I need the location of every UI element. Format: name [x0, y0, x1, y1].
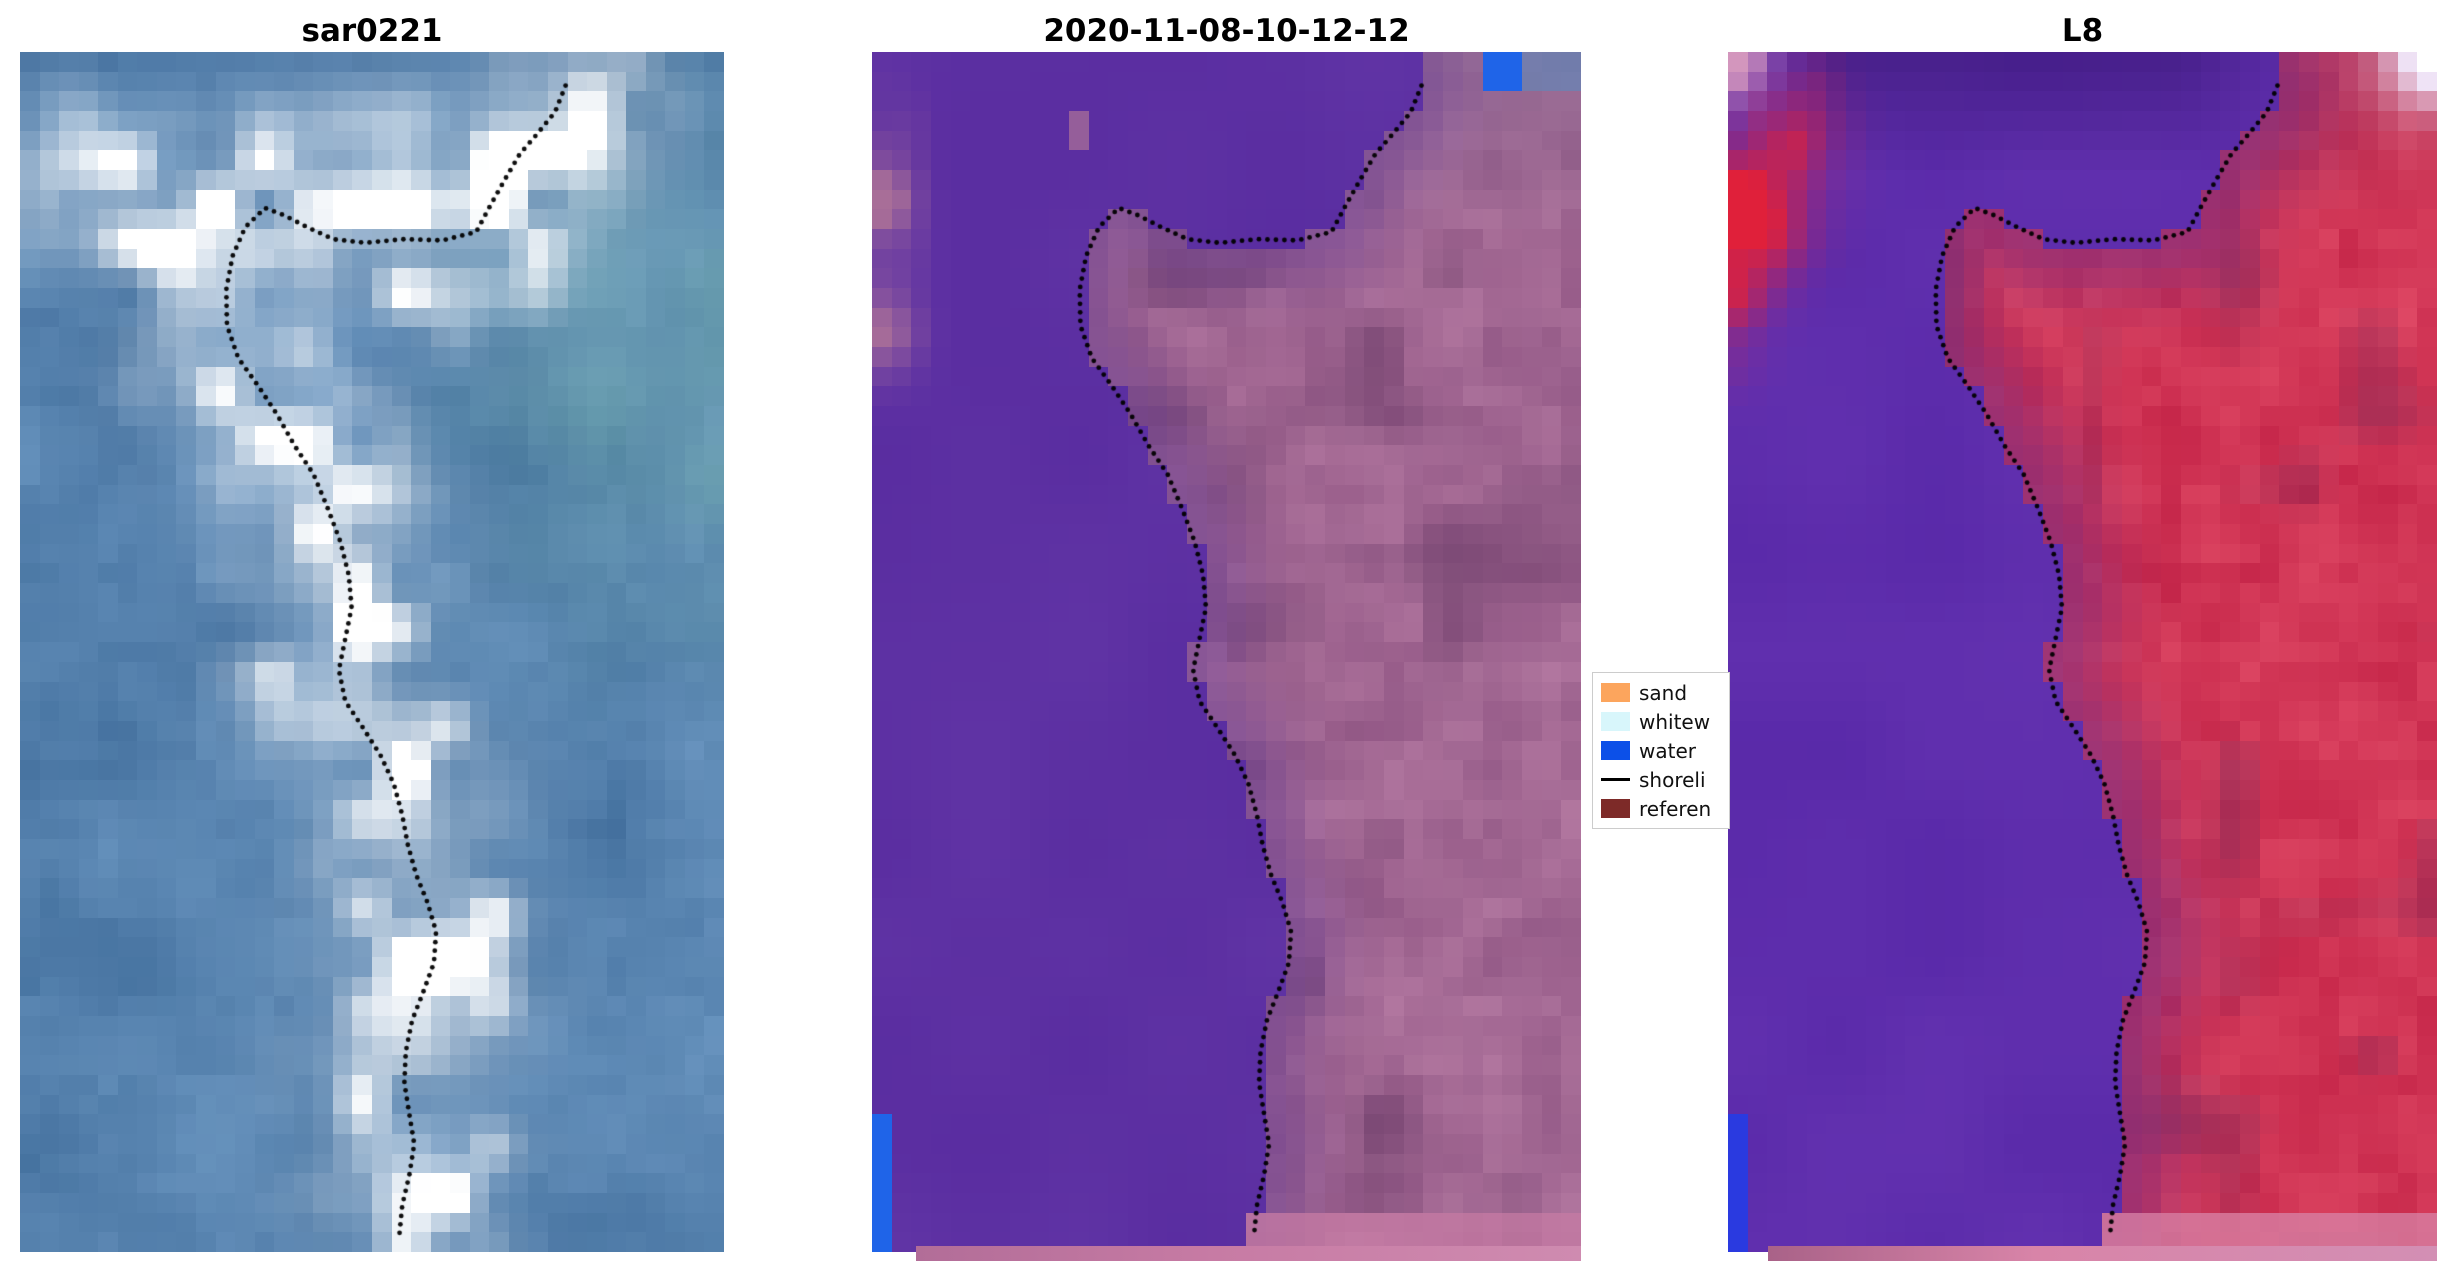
- legend-label-sand: sand: [1639, 680, 1688, 705]
- legend: sand whitew water shoreli referen: [1592, 672, 1730, 829]
- l8-bottom-strip: [1768, 1246, 2437, 1261]
- legend-label-water: water: [1639, 738, 1696, 763]
- classified-bottom-strip: [916, 1246, 1581, 1261]
- water-swatch: [1601, 741, 1630, 760]
- shoreline-dots-overlay: [20, 52, 724, 1252]
- whitewater-swatch: [1601, 712, 1630, 731]
- legend-label-shoreline: shoreli: [1639, 767, 1706, 792]
- legend-item-reference: referen: [1601, 794, 1729, 823]
- panel-title-sar: sar0221: [301, 13, 443, 49]
- legend-item-whitewater: whitew: [1601, 707, 1729, 736]
- panel-title-classified: 2020-11-08-10-12-12: [1043, 13, 1410, 49]
- legend-label-reference: referen: [1639, 796, 1712, 821]
- legend-item-sand: sand: [1601, 678, 1729, 707]
- shoreline-dots-overlay: [872, 52, 1581, 1252]
- shoreline-line-swatch: [1601, 778, 1630, 781]
- legend-label-whitewater: whitew: [1639, 709, 1711, 734]
- shoreline-dots-overlay: [1728, 52, 2437, 1252]
- panel-title-l8: L8: [2061, 13, 2104, 49]
- sar-image-panel: [20, 52, 724, 1252]
- reference-swatch: [1601, 799, 1630, 818]
- legend-item-water: water: [1601, 736, 1729, 765]
- l8-image-panel: [1728, 52, 2437, 1252]
- sand-swatch: [1601, 683, 1630, 702]
- legend-item-shoreline: shoreli: [1601, 765, 1729, 794]
- classified-image-panel: [872, 52, 1581, 1252]
